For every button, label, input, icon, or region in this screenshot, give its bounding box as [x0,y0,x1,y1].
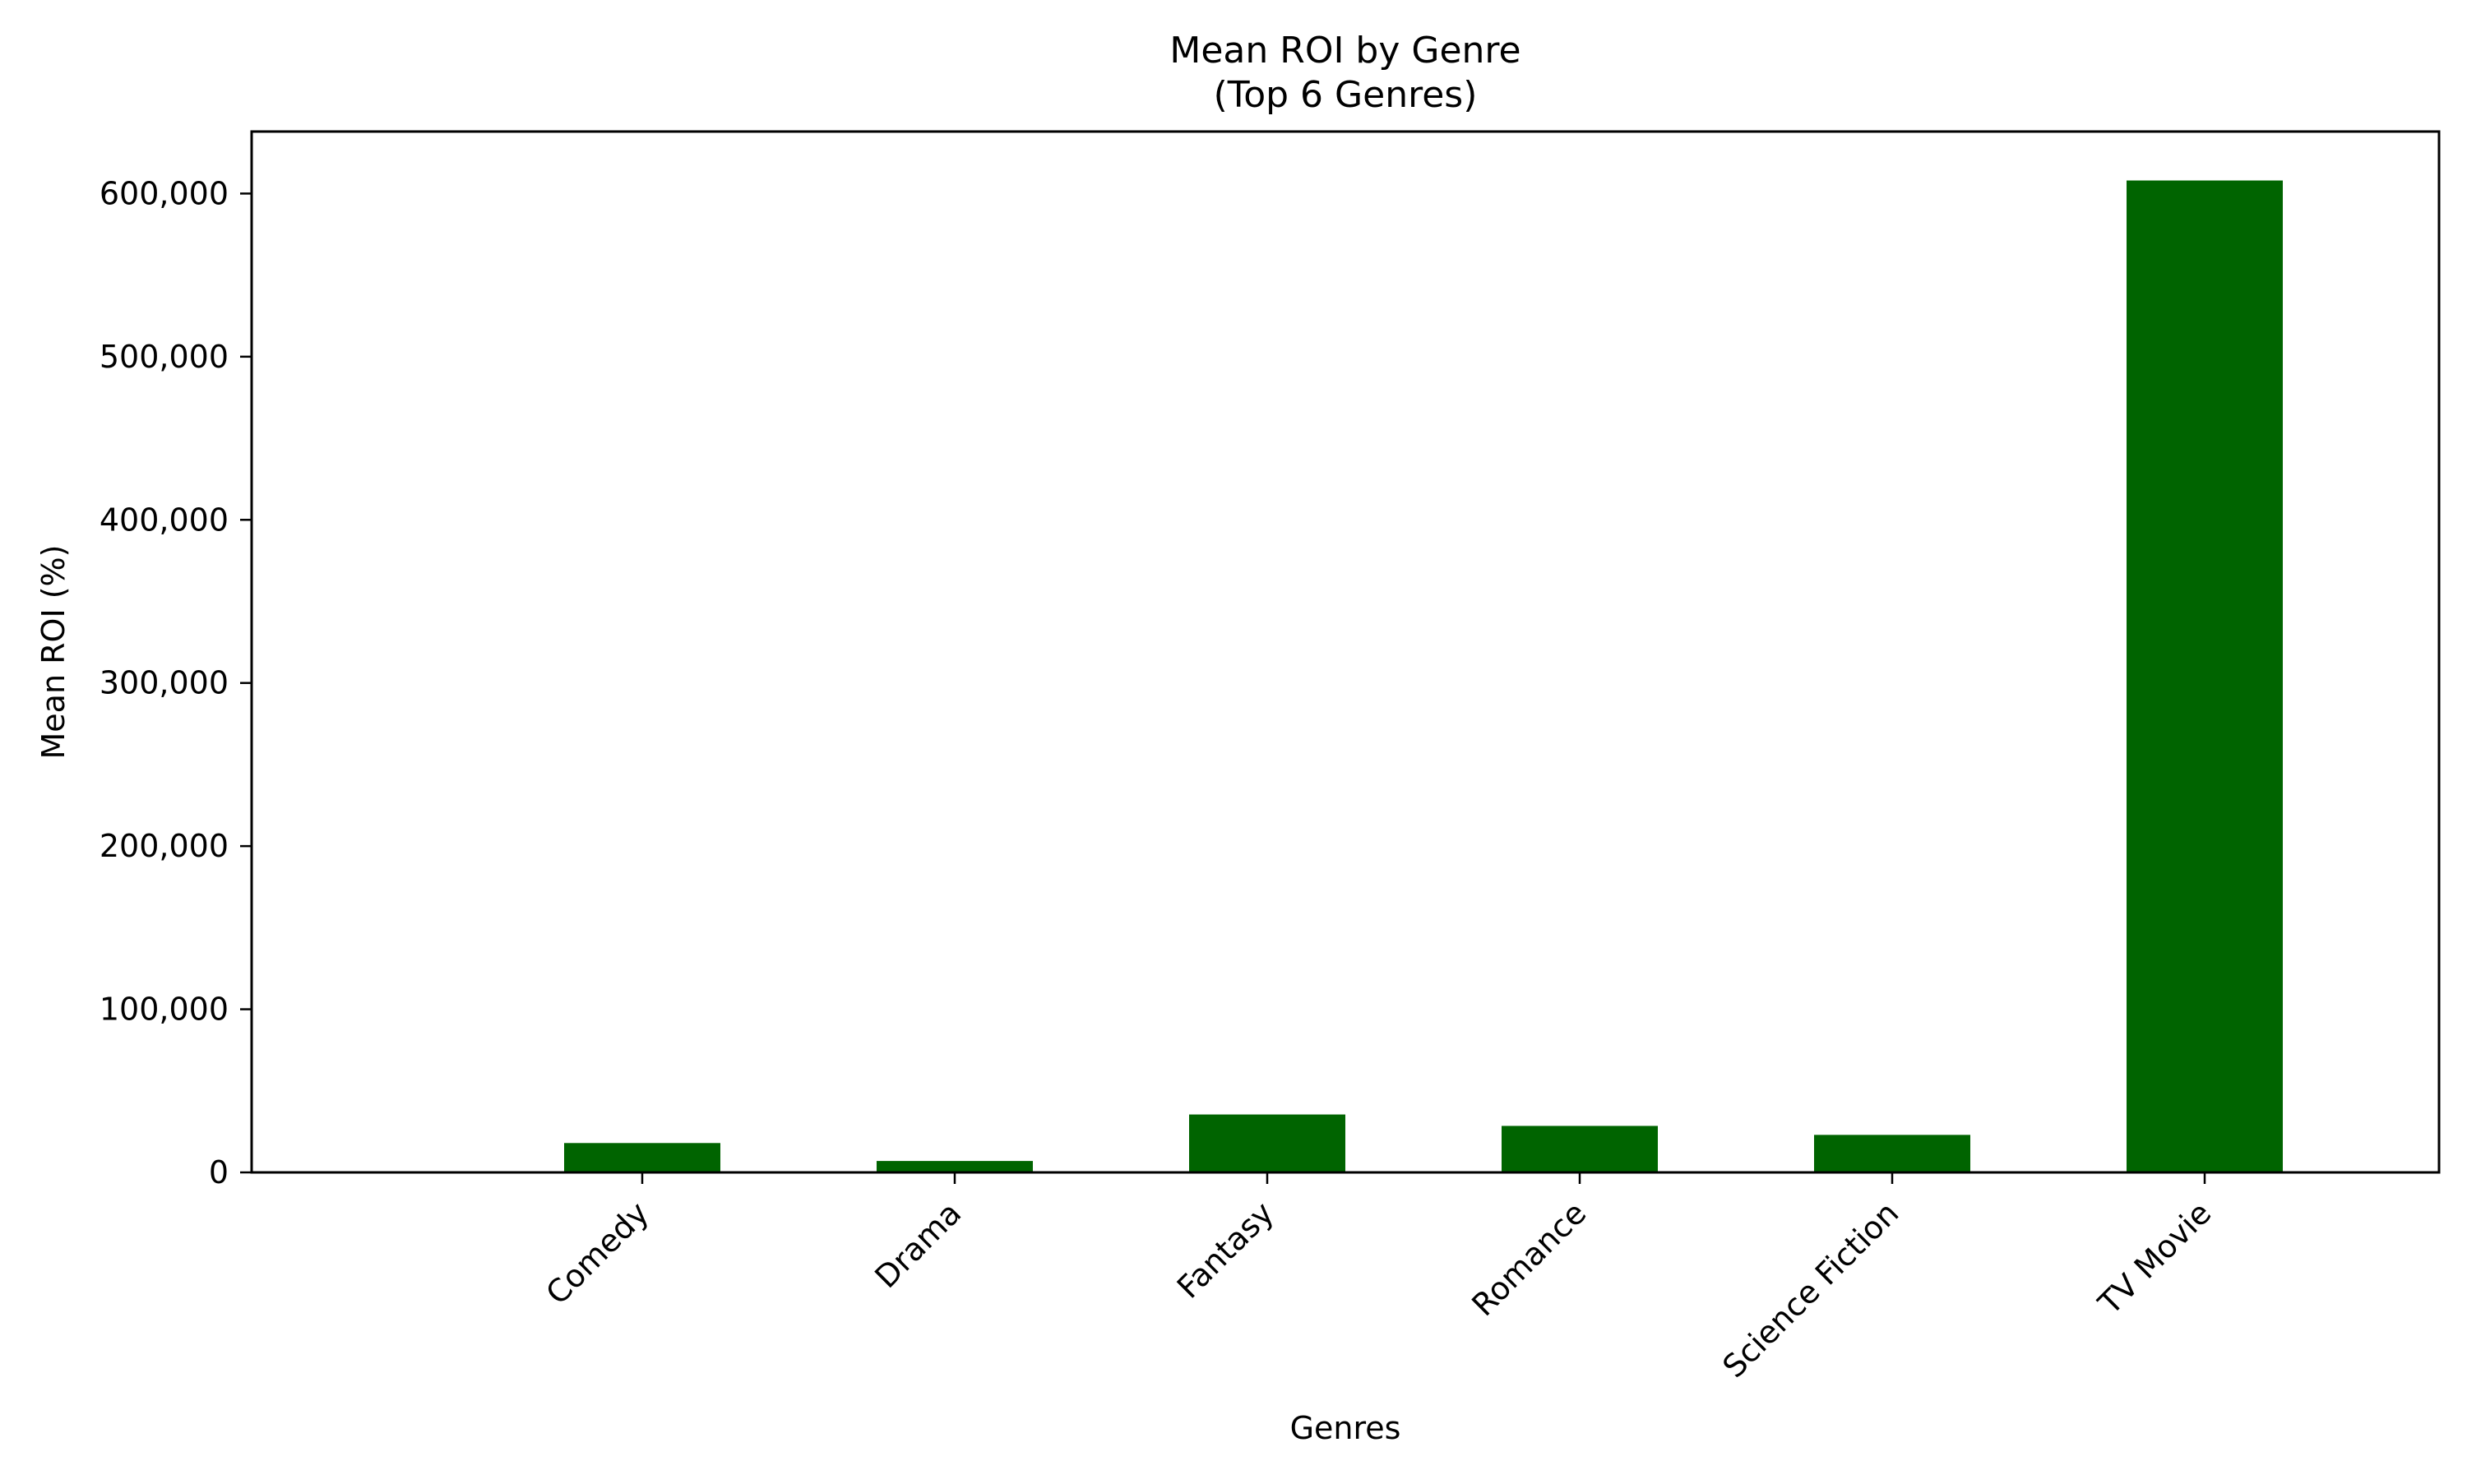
x-tick-label: Romance [1465,1195,1593,1323]
x-axis-label: Genres [1290,1410,1401,1446]
x-tick-label: Science Fiction [1715,1195,1905,1385]
y-tick-label: 400,000 [100,502,229,538]
plot-frame [250,130,2441,1174]
y-tick-label: 500,000 [100,339,229,375]
y-tick-label: 200,000 [100,828,229,864]
bar-drama [877,1161,1033,1172]
chart-title: Mean ROI by Genre [1169,30,1520,72]
bar-tv-movie [2127,180,2283,1172]
bar-comedy [564,1143,720,1172]
x-tick-label: Comedy [539,1195,655,1311]
bar-science-fiction [1814,1135,1970,1172]
y-tick-label: 600,000 [100,175,229,211]
x-tick-label: Fantasy [1170,1195,1281,1306]
bar-fantasy [1189,1114,1345,1172]
bars-layer [564,180,2283,1172]
bar-romance [1502,1126,1658,1172]
ticks-layer: Comedy Drama Fantasy Romance Science Fiction… [100,175,2219,1385]
x-tick-label: Drama [868,1195,968,1295]
x-tick-label: TV Movie [2091,1195,2219,1322]
y-tick-label: 100,000 [100,992,229,1028]
y-tick-label: 0 [209,1154,229,1190]
chart-subtitle: (Top 6 Genres) [1214,74,1478,116]
y-tick-label: 300,000 [100,665,229,701]
y-axis-label: Mean ROI (%) [35,545,72,760]
